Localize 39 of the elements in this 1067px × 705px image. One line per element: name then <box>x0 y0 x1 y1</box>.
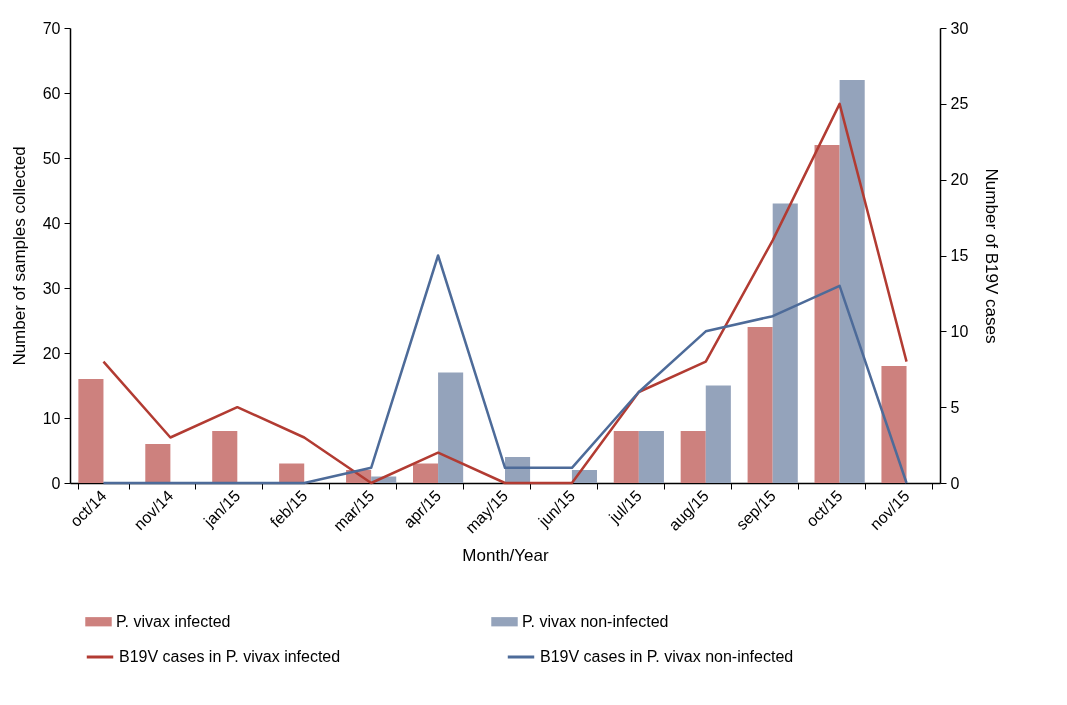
bar <box>680 431 706 483</box>
y-tick-label: 20 <box>42 344 61 362</box>
y-tick-label: 0 <box>51 474 61 492</box>
y2-axis-title: Number of B19V cases <box>982 168 1002 344</box>
legend-label: B19V cases in P. vivax non-infected <box>540 648 794 665</box>
bar <box>814 145 840 483</box>
y-axis-title: Number of samples collected <box>9 146 29 366</box>
y2-tick-label: 5 <box>950 398 960 416</box>
bar <box>78 379 104 483</box>
bar <box>881 366 907 483</box>
bar <box>839 80 865 483</box>
y-tick-label: 60 <box>42 84 61 102</box>
legend-label: B19V cases in P. vivax infected <box>119 648 341 665</box>
bar <box>438 372 464 483</box>
y-tick-label: 40 <box>42 214 61 232</box>
y2-tick-label: 25 <box>950 95 969 113</box>
y2-tick-label: 20 <box>950 171 969 189</box>
x-axis-title: Month/Year <box>462 546 549 566</box>
line-series <box>102 254 908 485</box>
y-tick-label: 30 <box>42 279 61 297</box>
line-series <box>102 102 908 485</box>
y2-tick-label: 30 <box>950 19 969 37</box>
bar <box>613 431 639 483</box>
bar <box>279 463 305 483</box>
y-tick-label: 50 <box>42 149 61 167</box>
y2-tick-label: 10 <box>950 322 969 340</box>
legend-label: P. vivax infected <box>116 612 231 630</box>
bar <box>772 203 798 483</box>
legend-label: P. vivax non-infected <box>522 612 669 630</box>
y2-tick-label: 0 <box>950 474 960 492</box>
y-tick-label: 70 <box>42 19 61 37</box>
bar <box>412 463 439 483</box>
bar <box>638 431 664 483</box>
bar <box>747 327 773 483</box>
y-tick-label: 10 <box>42 409 61 427</box>
y2-tick-label: 15 <box>950 247 969 264</box>
bar <box>212 431 238 483</box>
bar <box>145 444 171 483</box>
bar <box>705 385 731 483</box>
